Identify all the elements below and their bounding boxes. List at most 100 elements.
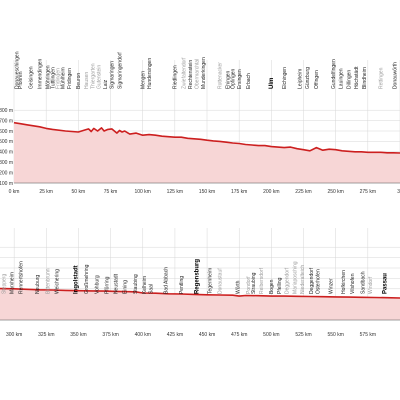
x-tick-label: 25 km [39,189,53,195]
town-label: Stepperg [2,274,8,295]
x-tick-label: 50 km [72,189,86,195]
y-tick-label: 100 m [0,181,13,187]
elevation-line [13,121,400,154]
town-label: Sigmaringen [110,61,116,89]
town-label: Pfohren [18,71,24,89]
town-label: Donaustauf [218,268,224,294]
x-tick-label: 175 km [231,189,247,195]
town-label: Gutenstein [97,65,103,89]
town-label: Rechtenstein [188,60,194,89]
town-label: Beuron [76,73,82,89]
town-label: Dillingen [346,70,352,89]
town-label: Erbach [246,73,252,89]
town-label: Donaueschingen [14,51,20,89]
town-label: Osterhofen [316,269,322,294]
town-label: Rennertshofen [18,261,24,294]
town-label: Passau [382,273,388,294]
town-label: Ingolstadt [74,265,80,294]
x-tick-label: 300 km [6,332,22,338]
town-label: Bad Abbach [164,267,170,294]
town-label: Eining [123,280,129,294]
x-tick-label: 0 km [9,189,20,195]
town-label: Rettingen [379,67,385,89]
town-label: Winzer [328,278,334,294]
town-label: Günzburg [305,67,311,89]
town-label: Munderkingen [201,57,207,89]
town-label: Straubing [251,272,257,294]
town-label: Offingen [314,70,320,89]
town-label: Reibersdorf [259,268,265,294]
x-tick-label: 500 km [263,332,279,338]
x-tick-label: 375 km [102,332,118,338]
town-label: Deggendorf [309,267,315,294]
town-label: Rottenacker [218,62,224,89]
town-label: Pondorf [246,276,252,294]
y-tick-label: 800 m [0,108,13,114]
town-label: Blindheim [362,67,368,89]
town-label: Immendingen [38,58,44,89]
x-tick-label: 325 km [38,332,54,338]
town-label: Wörth [236,280,242,294]
town-label: Fridingen [67,68,73,89]
town-label: Vohburg [94,275,100,294]
town-label: Geisingen [29,66,35,89]
x-tick-label: 350 km [70,332,86,338]
y-tick-label: 700 m [0,118,13,124]
town-label: Vilshofen [350,273,356,294]
town-label: Neuburg [35,275,41,294]
town-label: Höchstädt [354,66,360,89]
y-tick-label: 400 m [0,150,13,156]
x-tick-label: 550 km [327,332,343,338]
town-label: Leipheim [297,69,303,89]
town-label: Kelheim [142,276,148,294]
elevation-profile-panel-lower: 300 km 325 km 350 km 375 km 400 km 425 km 450 … [0,228,400,338]
y-tick-label: 300 m [0,160,13,166]
town-label: Marxheim [9,272,15,294]
town-label: Mariaposching [292,261,298,294]
x-tick-label: 100 km [134,189,150,195]
town-label: Niederalteich [300,265,306,294]
y-tick-label: 600 m [0,129,13,135]
town-label: Lauingen [339,68,345,89]
town-label: Staubing [133,274,139,294]
town-label: Ehingen [225,70,231,89]
town-label: Hundersingen [147,58,153,89]
x-tick-label: 425 km [167,332,183,338]
town-label: Möhringen [45,65,51,89]
town-label: Zwiefaltendorf [182,57,188,89]
town-label: Pförring [105,276,111,294]
town-label: Sandbach [361,271,367,294]
town-label: Mengen [141,71,147,89]
x-tick-label: 225 km [295,189,311,195]
town-label: Tegernheim [207,268,213,294]
x-tick-label: 125 km [167,189,183,195]
town-label: Saal [148,284,154,294]
x-tick-label: 250 km [327,189,343,195]
x-tick-label: 200 km [263,189,279,195]
town-label: Pfelling [277,277,283,294]
town-label: Bogen [269,279,275,294]
x-tick-label: 525 km [295,332,311,338]
town-label: Pentling [179,276,185,294]
town-label: Ersingen [237,69,243,89]
town-label: Laiz [103,79,109,89]
x-tick-label: 400 km [135,332,151,338]
town-label: Hausen [84,72,90,89]
town-label: Neustadt [114,273,120,294]
town-label: Weichering [54,269,60,294]
town-label: Hofkirchen [341,270,347,294]
x-tick-label: 475 km [231,332,247,338]
elevation-line [0,287,400,299]
x-tick-label: 75 km [104,189,118,195]
town-label: Öpfingen [230,68,237,89]
town-label: Elchingen [282,67,288,89]
elevation-area [14,122,400,183]
elevation-profile-panel-upper: 0 km 25 km 50 km 75 km 100 km 125 km 150 km 175… [0,51,400,195]
town-label: Gundelfingen [331,59,337,89]
town-label: Deggendorf [285,267,291,294]
town-label: Bittenbrunn [45,268,51,294]
x-tick-label: 150 km [199,189,215,195]
town-label: Sigmaringendorf [117,52,123,89]
x-tick-label: 575 km [360,332,376,338]
